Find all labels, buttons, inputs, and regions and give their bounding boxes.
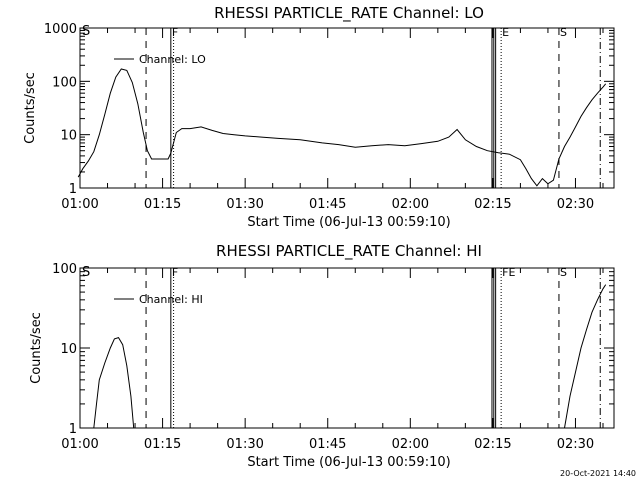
y-axis-label: Counts/sec: [23, 72, 38, 144]
y-tick-label: 10: [60, 342, 77, 357]
x-axis: 01:00 01:15 01:30 01:45 02:00 02:15 02:30: [61, 28, 604, 212]
series-lines: [93, 284, 607, 429]
event-marker-label: FE: [502, 266, 515, 279]
series-line: [564, 284, 607, 429]
chart-title: RHESSI PARTICLE_RATE Channel: HI: [216, 242, 482, 261]
series-line: [93, 337, 135, 429]
x-tick-label: 01:15: [144, 197, 181, 212]
x-axis-label: Start Time (06-Jul-13 00:59:10): [247, 455, 450, 470]
x-tick-label: 01:45: [309, 197, 346, 212]
x-tick-label: 02:00: [392, 437, 429, 452]
legend-label: Channel: HI: [139, 293, 203, 306]
plot-frame: [79, 27, 615, 189]
y-axis-label: Counts/sec: [29, 312, 44, 384]
event-marker-label: F: [172, 266, 178, 279]
y-tick-label: 100: [52, 262, 77, 277]
event-marker-label: S: [560, 266, 567, 279]
x-tick-label: 02:15: [474, 437, 511, 452]
x-tick-label: 01:15: [144, 437, 181, 452]
x-axis-label: Start Time (06-Jul-13 00:59:10): [247, 215, 450, 230]
event-marker-label: F: [172, 26, 178, 39]
footer-timestamp: 20-Oct-2021 14:40: [560, 469, 636, 478]
corner-label: S: [82, 24, 90, 39]
chart-panel-lo: RHESSI PARTICLE_RATE Channel: LO 1101001…: [23, 4, 615, 230]
corner-label: S: [82, 265, 90, 280]
plot-frame: [79, 267, 615, 429]
event-marker-label: E: [502, 26, 509, 39]
legend: Channel: LO: [114, 53, 206, 66]
x-tick-label: 01:00: [61, 437, 98, 452]
x-tick-label: 01:30: [226, 437, 263, 452]
y-tick-label: 1000: [44, 22, 77, 37]
x-tick-label: 01:30: [226, 197, 263, 212]
x-tick-label: 01:45: [309, 437, 346, 452]
y-axis: 1 10 100: [52, 262, 614, 437]
x-tick-label: 02:30: [557, 197, 594, 212]
x-tick-label: 01:00: [61, 197, 98, 212]
y-axis: 1 10 100 1000: [44, 22, 614, 197]
y-tick-label: 10: [60, 129, 77, 144]
legend: Channel: HI: [114, 293, 203, 306]
legend-label: Channel: LO: [139, 53, 206, 66]
y-tick-label: 100: [52, 75, 77, 90]
series-line: [77, 68, 607, 187]
x-axis: 01:00 01:15 01:30 01:45 02:00 02:15 02:30: [61, 268, 604, 452]
event-marker-label: S: [560, 26, 567, 39]
chart-title: RHESSI PARTICLE_RATE Channel: LO: [214, 4, 484, 23]
x-tick-label: 02:15: [474, 197, 511, 212]
y-tick-label: 1: [69, 182, 77, 197]
chart-panel-hi: RHESSI PARTICLE_RATE Channel: HI 110100 …: [29, 242, 615, 470]
x-tick-label: 02:30: [557, 437, 594, 452]
x-tick-label: 02:00: [392, 197, 429, 212]
y-tick-label: 1: [69, 422, 77, 437]
event-markers: F FE S: [145, 266, 601, 428]
series-lines: [77, 68, 607, 187]
